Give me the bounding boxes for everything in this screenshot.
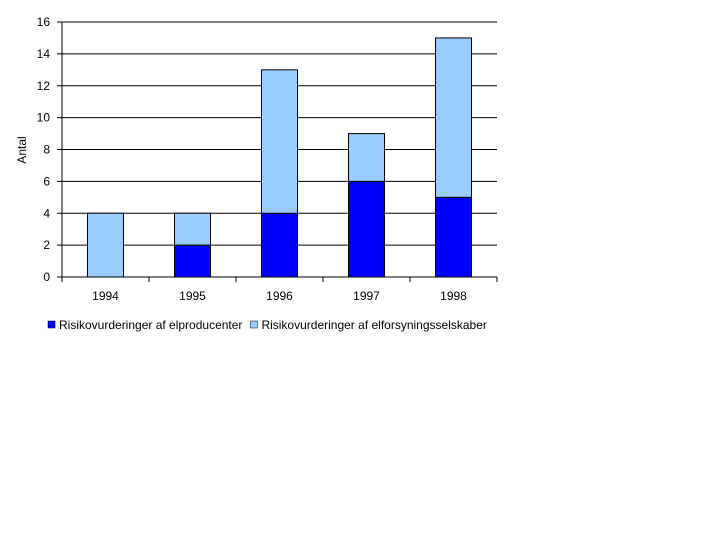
y-tick-label: 14 (37, 47, 51, 61)
bar-segment (261, 69, 298, 214)
y-tick-label: 0 (43, 270, 50, 284)
legend-swatch (250, 320, 258, 329)
y-tick-label: 2 (43, 238, 50, 252)
legend-swatch (47, 320, 56, 329)
legend-label: Risikovurderinger af elproducenter (59, 318, 242, 332)
bar-segment (174, 212, 211, 246)
x-tick-label: 1997 (353, 289, 380, 303)
bar-segment (348, 133, 385, 182)
x-tick-label: 1995 (179, 289, 206, 303)
y-tick-label: 16 (37, 15, 51, 29)
x-tick-label: 1994 (92, 289, 119, 303)
bar-segment (261, 212, 298, 278)
y-axis-label: Antal (15, 136, 29, 163)
bar-segment (435, 37, 472, 198)
bar-segment (348, 180, 385, 278)
bar-segment (174, 244, 211, 278)
y-tick-label: 8 (43, 143, 50, 157)
bar-segment (87, 212, 124, 278)
legend-label: Risikovurderinger af elforsyningsselskab… (261, 318, 486, 332)
y-tick-label: 4 (43, 206, 50, 220)
y-tick-label: 10 (37, 111, 51, 125)
x-tick-label: 1998 (440, 289, 467, 303)
x-tick-label: 1996 (266, 289, 293, 303)
y-tick-label: 6 (43, 174, 50, 188)
bar-segment (435, 196, 472, 278)
y-tick-label: 12 (37, 79, 51, 93)
